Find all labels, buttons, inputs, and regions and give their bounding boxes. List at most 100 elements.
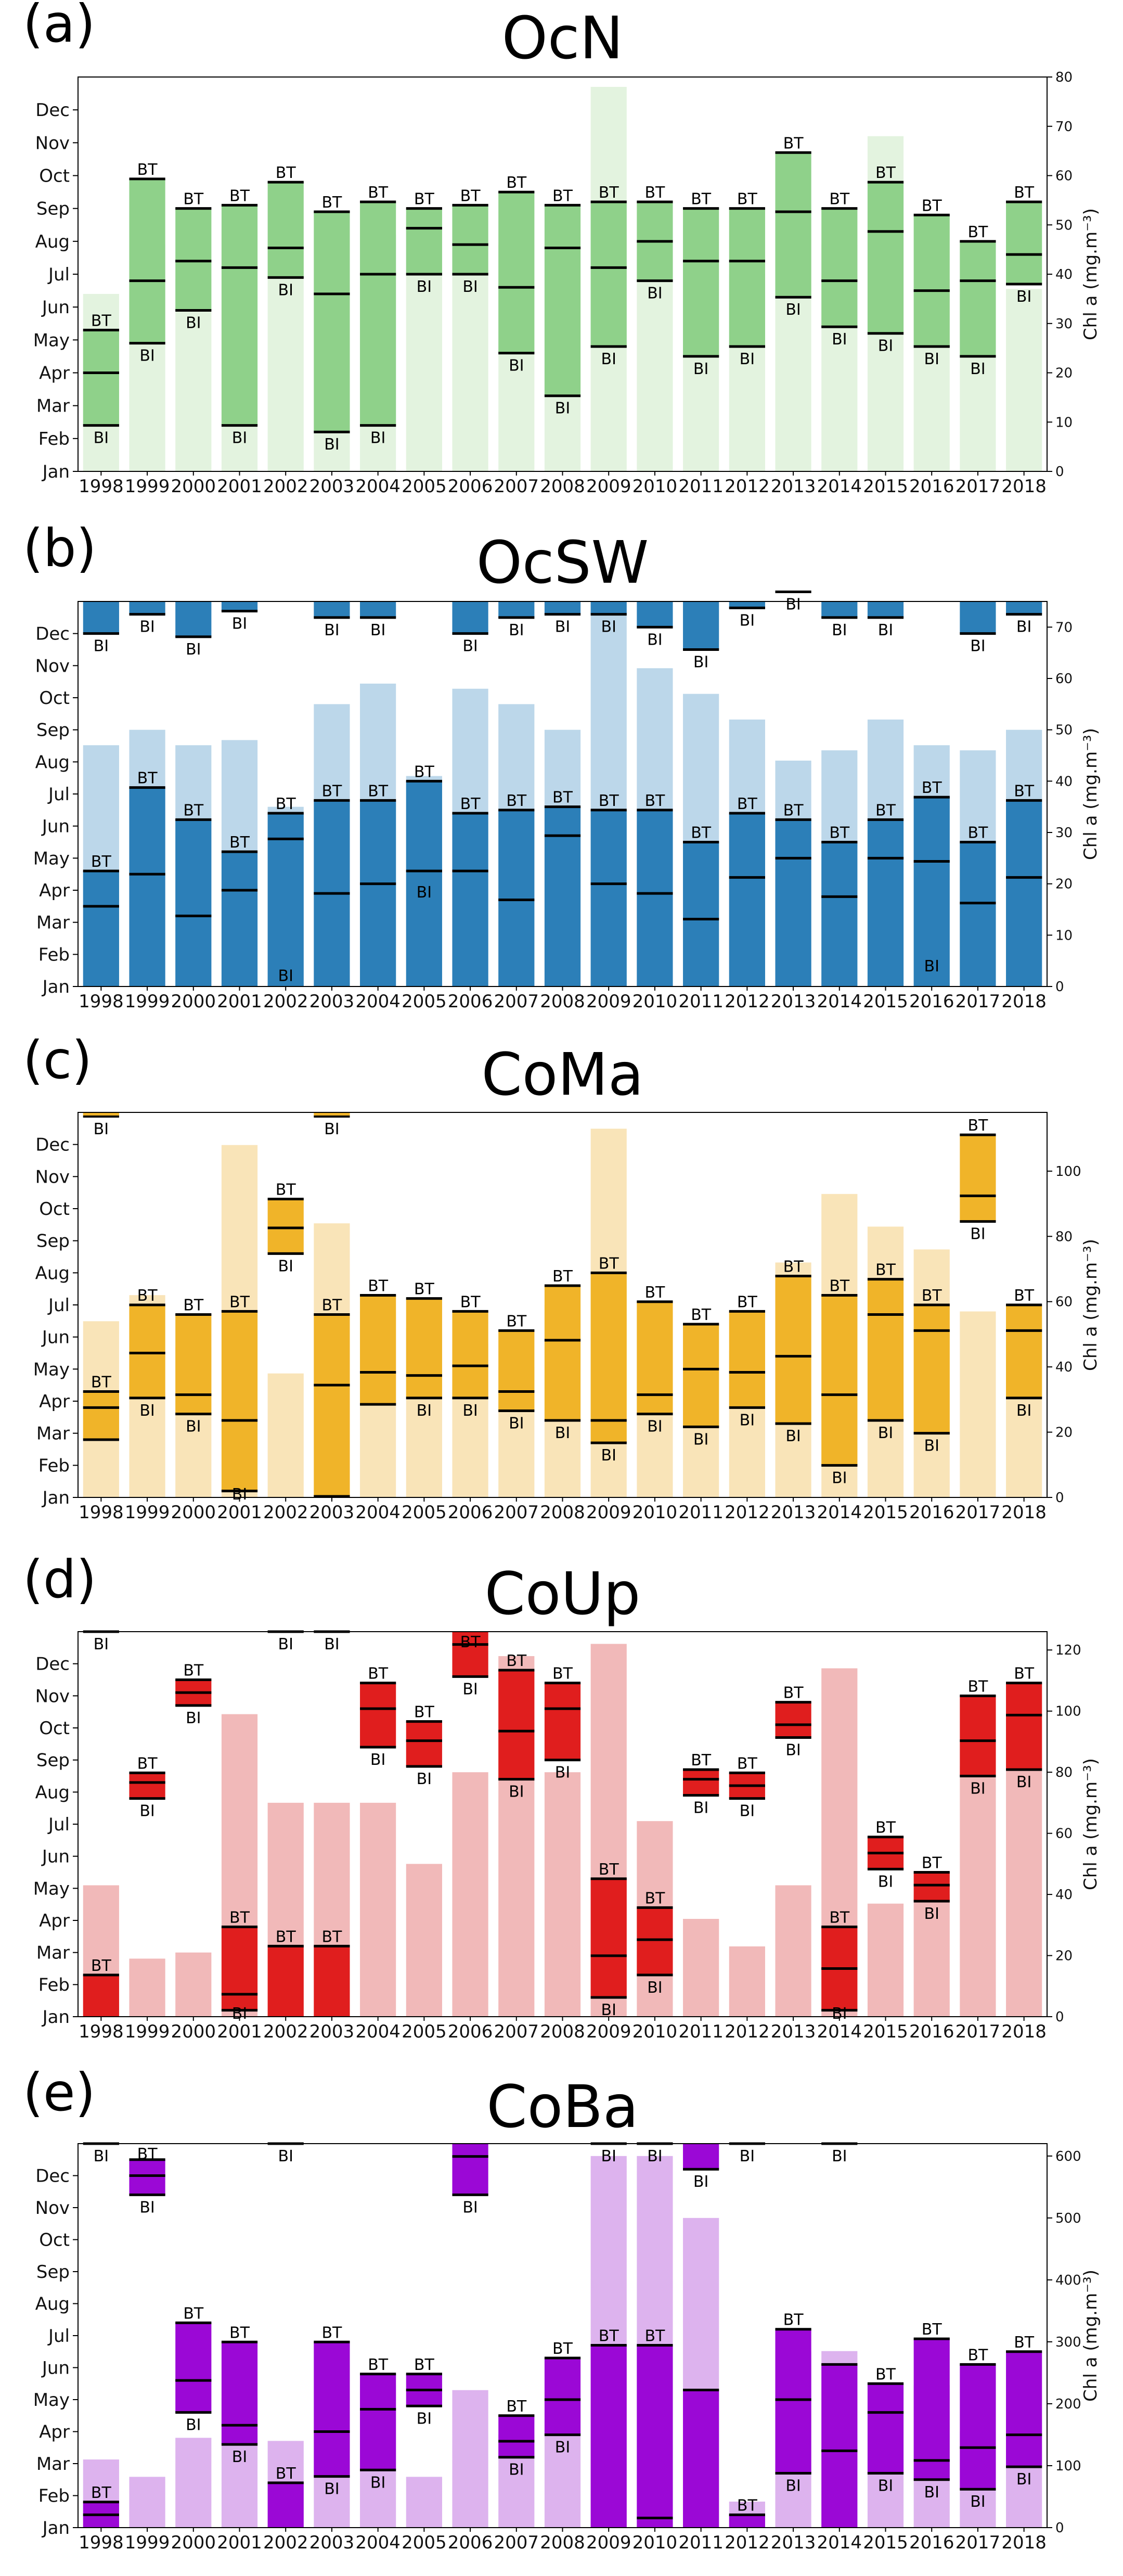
panel-ocn: (a) OcNBTBIBTBIBTBIBTBIBTBIBTBIBTBIBTBIBT…: [23, 0, 1101, 497]
bloom-bar: [129, 1305, 165, 1398]
bloom-bar: [1006, 1305, 1042, 1398]
bi-label: BI: [186, 640, 201, 659]
bloom-bar: [867, 2383, 904, 2474]
month-tick-label: Jul: [47, 1295, 70, 1316]
bi-label: BI: [462, 2198, 477, 2216]
year-tick-label: 2002: [263, 991, 308, 1012]
bi-label: BI: [924, 957, 939, 976]
year-tick-label: 1999: [125, 476, 170, 497]
bt-label: BT: [414, 2356, 435, 2374]
right-axis-label: Chl a (mg.m⁻³): [1080, 1239, 1101, 1371]
bt-label: BT: [183, 190, 204, 209]
bi-label: BI: [740, 1411, 755, 1429]
bi-label: BI: [509, 357, 524, 375]
bt-label: BT: [321, 194, 342, 212]
max-chl-bar: [267, 249, 304, 471]
month-tick-label: Feb: [38, 2486, 70, 2507]
chl-tick-label: 10: [1055, 928, 1073, 943]
bt-label: BT: [183, 2304, 204, 2323]
bi-label: BI: [693, 2173, 708, 2191]
year-tick-label: 2002: [263, 2532, 308, 2553]
bt-label: BT: [321, 782, 342, 800]
bt-label: BT: [1014, 782, 1035, 800]
max-chl-bar: [960, 1311, 996, 1497]
year-tick-label: 2013: [771, 1502, 816, 1523]
chl-tick-label: 20: [1055, 366, 1073, 381]
max-chl-bar: [360, 1802, 396, 2017]
bloom-bar: [83, 330, 119, 426]
bt-label: BT: [644, 184, 665, 202]
month-tick-label: Jan: [42, 977, 70, 997]
bloom-bar: [960, 842, 996, 986]
bi-label: BI: [693, 1799, 708, 1817]
bi-label: BI: [462, 1402, 477, 1420]
bt-label: BT: [922, 2321, 943, 2339]
bt-label: BT: [137, 161, 158, 179]
year-tick-label: 2006: [448, 1502, 493, 1523]
bloom-bar: [406, 781, 442, 986]
bt-label: BT: [506, 792, 527, 810]
year-tick-label: 2001: [217, 991, 262, 1012]
bt-label: BT: [599, 1254, 619, 1273]
year-tick-label: 2012: [725, 2532, 770, 2553]
year-tick-label: 2012: [725, 476, 770, 497]
bi-label: BI: [970, 2493, 985, 2511]
bloom-bar: [775, 819, 811, 986]
bi-label: BI: [370, 429, 385, 447]
month-tick-label: Feb: [38, 1455, 70, 1476]
bt-label: BT: [783, 134, 804, 152]
max-chl-bar: [1006, 289, 1042, 471]
bi-label: BI: [1016, 2470, 1031, 2489]
bloom-bar: [360, 2374, 396, 2470]
plot-area: BT BI BT BI BT BI BT BI BT BI BT BI BT BI BT BI BT BI BT BI…: [83, 1630, 1042, 2023]
bi-label: BI: [509, 1783, 524, 1801]
year-tick-label: 1999: [125, 991, 170, 1012]
bi-label: BI: [94, 1635, 109, 1654]
year-tick-label: 2003: [309, 476, 355, 497]
max-chl-bar: [129, 2477, 165, 2528]
year-tick-label: 2007: [494, 476, 539, 497]
month-tick-label: Sep: [36, 1231, 70, 1252]
bi-label: BI: [186, 1418, 201, 1436]
year-tick-label: 2014: [817, 2532, 862, 2553]
bloom-bar: [729, 1311, 765, 1408]
year-tick-label: 2011: [678, 1502, 724, 1523]
bt-label: BT: [875, 1261, 896, 1279]
year-tick-label: 2000: [171, 991, 216, 1012]
bi-label: BI: [740, 2147, 755, 2165]
max-chl-bar: [960, 1766, 996, 2017]
bt-label: BT: [644, 1284, 665, 1302]
chl-tick-label: 80: [1055, 1229, 1073, 1245]
year-tick-label: 2007: [494, 1502, 539, 1523]
bloom-bar: [267, 1946, 304, 2017]
bi-label: BI: [139, 347, 154, 365]
year-tick-label: 2003: [309, 2021, 355, 2042]
bloom-bar: [867, 182, 904, 334]
year-tick-label: 2006: [448, 2532, 493, 2553]
bt-label: BT: [414, 190, 435, 209]
bt-label: BT: [644, 1889, 665, 1907]
month-tick-label: May: [33, 2390, 70, 2411]
bi-label: BI: [370, 621, 385, 639]
bt-label: BT: [321, 2324, 342, 2342]
bloom-bar: [544, 601, 581, 614]
bt-label: BT: [967, 223, 988, 241]
panel-letter: (b): [23, 518, 97, 579]
panel-title: CoMa: [482, 1041, 644, 1109]
bloom-bar: [452, 1311, 488, 1398]
chl-tick-label: 20: [1055, 1949, 1073, 1964]
bt-label: BT: [875, 1819, 896, 1837]
bloom-bar: [821, 1295, 858, 1466]
chl-tick-label: 70: [1055, 119, 1073, 135]
bloom-bar: [544, 1286, 581, 1420]
year-tick-label: 2015: [863, 991, 908, 1012]
bt-label: BT: [91, 1374, 112, 1392]
bi-label: BI: [370, 2474, 385, 2492]
chl-tick-label: 120: [1055, 1643, 1081, 1658]
bi-label: BI: [324, 1120, 339, 1138]
bi-label: BI: [924, 2483, 939, 2502]
bt-label: BT: [229, 1908, 250, 1927]
year-tick-label: 2010: [633, 2021, 678, 2042]
bi-label: BI: [139, 618, 154, 636]
bi-label: BI: [693, 360, 708, 378]
